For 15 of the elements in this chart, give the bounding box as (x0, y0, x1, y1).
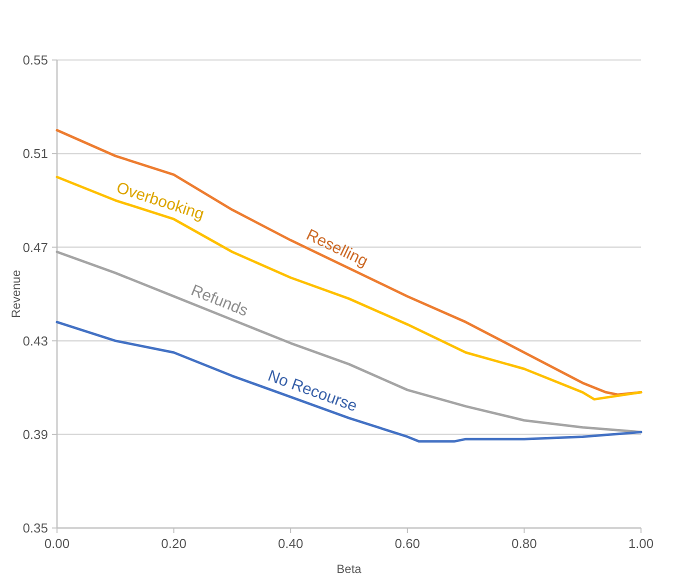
x-axis-title: Beta (336, 562, 362, 576)
y-tick-label: 0.43 (22, 333, 48, 348)
x-tick-label: 0.00 (44, 536, 70, 551)
line-series (56, 320, 642, 443)
y-tick-label: 0.35 (22, 520, 48, 536)
x-tick-label: 0.40 (278, 536, 304, 551)
y-tick-label: 0.55 (22, 52, 48, 68)
x-tick-label: 0.60 (394, 536, 420, 551)
y-tick-label: 0.47 (22, 240, 48, 255)
x-tick-label: 0.80 (512, 536, 537, 551)
y-tick-label: 0.51 (22, 146, 48, 162)
y-tick-label: 0.39 (22, 426, 48, 442)
x-tick-label: 1.00 (628, 536, 654, 551)
x-tick-label: 0.20 (161, 536, 186, 551)
y-axis-title: Revenue (9, 270, 23, 318)
